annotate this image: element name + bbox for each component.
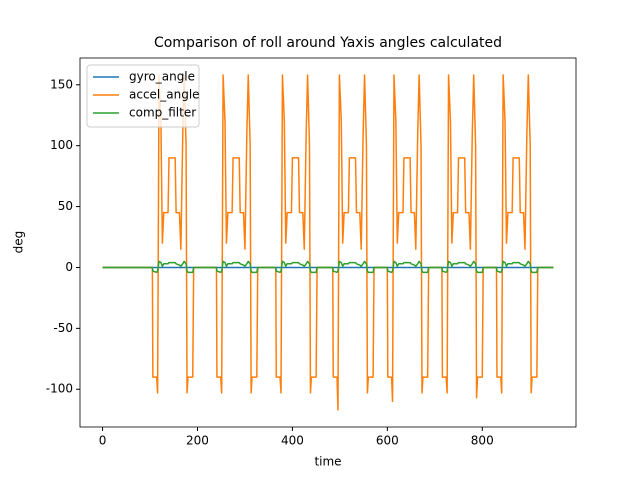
y-axis-label: deg [12, 231, 26, 254]
y-tick-label: 100 [50, 138, 73, 152]
legend: gyro_angle accel_angle comp_filter [86, 64, 200, 128]
x-tick-label: 600 [376, 434, 399, 448]
legend-label: comp_filter [129, 106, 196, 120]
data-line [102, 260, 554, 274]
legend-label: accel_angle [129, 88, 200, 102]
x-tick-label: 0 [99, 434, 107, 448]
x-tick-label: 400 [281, 434, 304, 448]
y-tick-label: -100 [46, 382, 73, 396]
data-line [102, 74, 554, 411]
plot-frame [79, 57, 577, 428]
y-tick-label: 50 [58, 199, 73, 213]
y-tick-label: -50 [53, 321, 73, 335]
chart-title: Comparison of roll around Yaxis angles c… [154, 35, 502, 51]
x-axis-label: time [314, 455, 341, 469]
legend-label: gyro_angle [129, 70, 195, 84]
x-tick-label: 200 [186, 434, 209, 448]
x-tick-label: 800 [471, 434, 494, 448]
legend-box [86, 64, 200, 128]
y-tick-label: 150 [50, 77, 73, 91]
y-tick-label: 0 [65, 260, 73, 274]
